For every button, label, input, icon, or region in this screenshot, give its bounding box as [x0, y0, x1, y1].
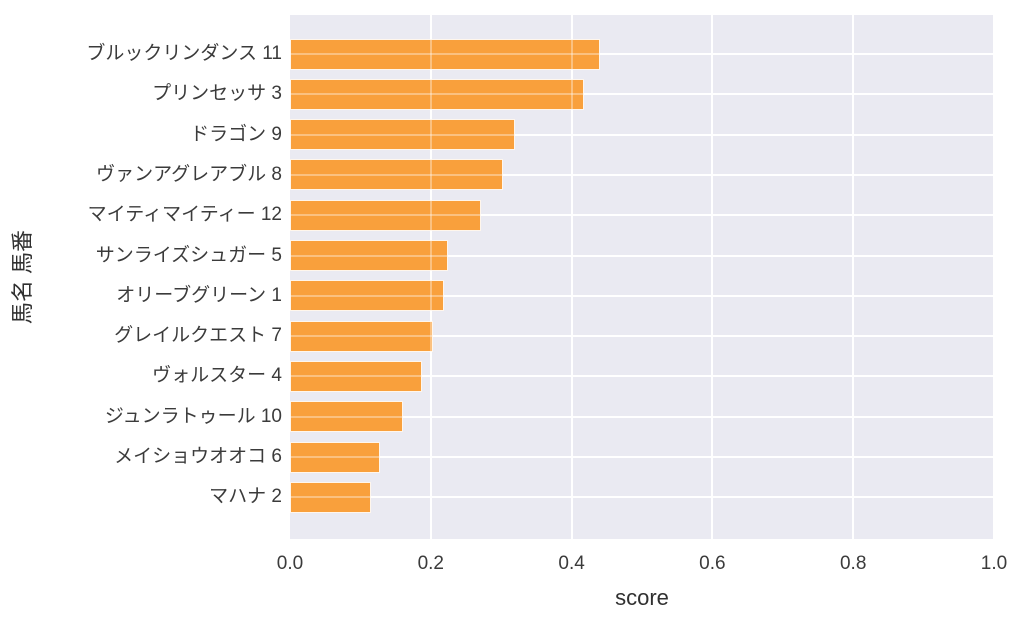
- h-gridline: [290, 254, 994, 257]
- y-tick-label: ブルックリンダンス 11: [86, 43, 282, 64]
- h-gridline-overlay: [290, 173, 994, 176]
- h-gridline-overlay: [290, 93, 994, 96]
- v-gridline: [429, 15, 432, 539]
- v-gridline-overlay: [429, 15, 432, 539]
- v-gridline-overlay: [570, 15, 573, 539]
- x-tick-labels: 0.0 0.2 0.4 0.6 0.8 1.0: [277, 551, 1007, 577]
- bar: [290, 401, 403, 433]
- h-gridline-overlay: [290, 335, 994, 338]
- x-tick-label: 0.2: [417, 553, 445, 574]
- y-tick-label: グレイルクエスト 7: [114, 325, 282, 347]
- v-gridline: [993, 15, 994, 539]
- y-tick-labels: ブルックリンダンス 11 プリンセッサ 3 ドラゴン 9 ヴァンアグレアブル 8 マイテ…: [0, 15, 282, 539]
- h-gridline-overlay: [290, 254, 994, 257]
- y-tick-label: ジュンラトゥール 10: [104, 405, 282, 427]
- bar: [290, 78, 585, 110]
- bar: [290, 441, 381, 473]
- v-gridline: [570, 15, 573, 539]
- v-gridline-overlay: [852, 15, 855, 539]
- h-gridline-overlay: [290, 133, 994, 136]
- bar: [290, 159, 504, 191]
- h-gridline-overlay: [290, 214, 994, 217]
- v-gridline: [852, 15, 855, 539]
- h-gridline: [290, 415, 994, 418]
- y-tick-label: サンライズシュガー 5: [95, 244, 282, 266]
- h-gridline: [290, 496, 994, 499]
- h-gridline: [290, 53, 994, 55]
- y-tick-label: プリンセッサ 3: [152, 83, 282, 105]
- h-gridline-overlay: [290, 415, 994, 418]
- h-gridline: [290, 173, 994, 176]
- x-tick-label: 1.0: [980, 553, 1008, 574]
- h-gridline: [290, 375, 994, 378]
- h-gridline: [290, 456, 994, 458]
- bar: [290, 119, 516, 151]
- y-tick-label: マイティマイティー 12: [87, 204, 282, 226]
- plot-area: [290, 15, 994, 539]
- bar: [290, 199, 482, 231]
- v-gridline-overlay: [711, 15, 714, 539]
- x-axis-title: score: [615, 585, 669, 610]
- h-gridline-overlay: [290, 496, 994, 499]
- h-gridline-overlay: [290, 294, 994, 297]
- h-gridline: [290, 294, 994, 297]
- bar: [290, 360, 422, 392]
- y-tick-label: ドラゴン 9: [190, 123, 282, 145]
- y-tick-label: メイショウオオコ 6: [114, 446, 282, 467]
- h-gridline-overlay: [290, 375, 994, 378]
- h-gridline: [290, 335, 994, 338]
- v-gridline-overlay: [993, 15, 994, 539]
- y-tick-label: オリーブグリーン 1: [116, 284, 282, 306]
- h-gridline: [290, 133, 994, 136]
- h-gridline-overlay: [290, 53, 994, 55]
- bar: [290, 481, 371, 513]
- h-gridline: [290, 93, 994, 96]
- bar: [290, 38, 601, 70]
- x-tick-label: 0.6: [699, 553, 726, 574]
- bar: [290, 240, 448, 271]
- y-tick-label: ヴォルスター 4: [152, 365, 282, 387]
- x-tick-label: 0.0: [276, 553, 304, 574]
- y-tick-label: マハナ 2: [209, 486, 282, 508]
- x-tick-label: 0.4: [558, 553, 585, 574]
- v-gridline: [711, 15, 714, 539]
- x-tick-label: 0.8: [839, 553, 867, 574]
- h-gridline-overlay: [290, 456, 994, 458]
- bar: [290, 280, 445, 312]
- h-gridline: [290, 214, 994, 217]
- y-tick-label: ヴァンアグレアブル 8: [96, 163, 282, 185]
- bar: [290, 320, 433, 352]
